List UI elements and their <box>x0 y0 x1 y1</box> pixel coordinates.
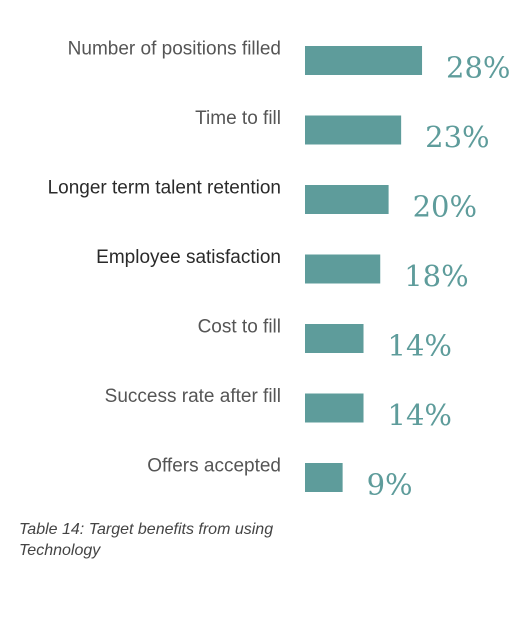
bar <box>305 324 364 353</box>
table-caption: Table 14: Target benefits from using Tec… <box>19 521 274 559</box>
category-label: Longer term talent retention <box>48 178 281 199</box>
category-label: Cost to fill <box>198 317 281 338</box>
bar <box>305 185 389 214</box>
category-label: Success rate after fill <box>105 386 281 407</box>
category-label: Employee satisfaction <box>96 247 281 268</box>
category-label: Number of positions filled <box>68 39 281 60</box>
bar <box>305 254 381 284</box>
value-label: 14% <box>388 329 452 363</box>
value-label: 20% <box>413 190 477 224</box>
bar-chart: Number of positions filled 28% Time to fil… <box>48 39 511 502</box>
bar <box>305 393 364 423</box>
value-label: 28% <box>446 51 510 85</box>
value-label: 23% <box>425 120 489 154</box>
value-label: 9% <box>367 468 413 502</box>
bar <box>305 115 402 145</box>
value-label: 18% <box>404 259 468 293</box>
category-label: Time to fill <box>195 108 281 129</box>
bar <box>305 463 343 492</box>
bar <box>305 46 423 75</box>
category-label: Offers accepted <box>147 456 281 477</box>
value-label: 14% <box>388 398 452 432</box>
